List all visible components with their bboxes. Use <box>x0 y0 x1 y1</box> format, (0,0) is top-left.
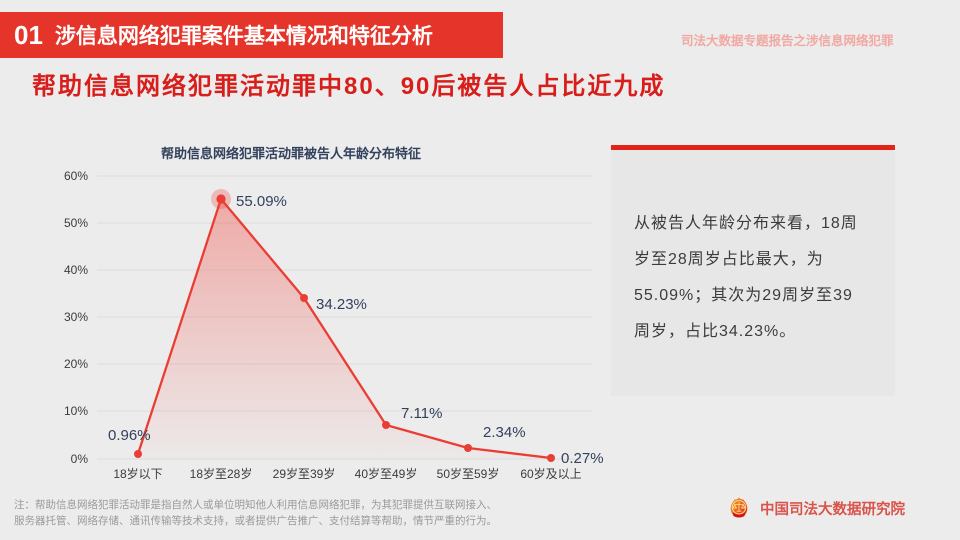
svg-text:0.96%: 0.96% <box>108 427 151 444</box>
svg-text:40岁至49岁: 40岁至49岁 <box>355 466 418 481</box>
svg-text:0%: 0% <box>71 452 89 466</box>
svg-text:50%: 50% <box>64 216 88 230</box>
svg-text:50岁至59岁: 50岁至59岁 <box>437 466 500 481</box>
svg-text:60岁及以上: 60岁及以上 <box>520 466 581 481</box>
svg-text:2.34%: 2.34% <box>483 424 526 441</box>
svg-text:30%: 30% <box>64 310 88 324</box>
svg-text:40%: 40% <box>64 263 88 277</box>
svg-text:34.23%: 34.23% <box>316 296 367 313</box>
svg-text:18岁至28岁: 18岁至28岁 <box>190 466 253 481</box>
svg-text:20%: 20% <box>64 357 88 371</box>
svg-text:0.27%: 0.27% <box>561 450 604 467</box>
svg-text:7.11%: 7.11% <box>401 405 442 422</box>
svg-text:29岁至39岁: 29岁至39岁 <box>273 466 336 481</box>
svg-text:55.09%: 55.09% <box>236 193 287 210</box>
svg-text:18岁以下: 18岁以下 <box>113 466 162 481</box>
svg-text:10%: 10% <box>64 404 88 418</box>
svg-text:60%: 60% <box>64 169 88 183</box>
